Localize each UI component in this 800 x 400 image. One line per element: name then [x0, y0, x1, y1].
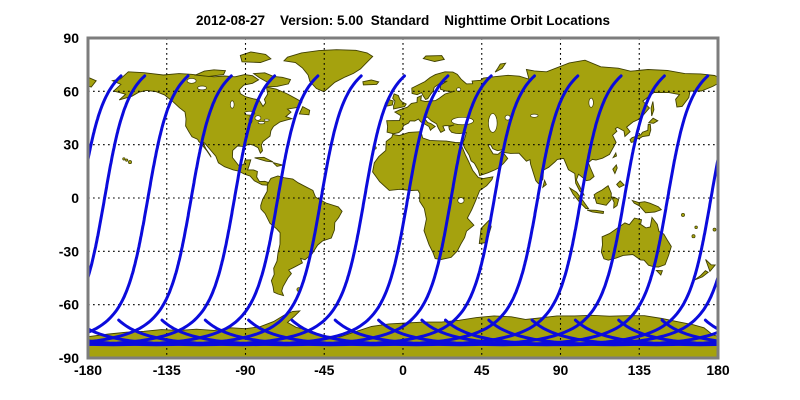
land-polygon [494, 62, 507, 73]
vanuatu-island [694, 225, 698, 229]
x-tick-label: -135 [153, 362, 181, 378]
land-polygon [612, 151, 618, 159]
orbit-track [290, 74, 623, 347]
great-slave-lake-lake [197, 85, 208, 91]
x-tick-label: -45 [314, 362, 334, 378]
x-tick-label: 90 [553, 362, 569, 378]
land-polygon [616, 180, 625, 189]
land-polygon [298, 105, 311, 116]
land-polygon [694, 270, 710, 281]
land-polygon [392, 93, 407, 110]
x-tick-label: 45 [474, 362, 490, 378]
y-tick-label: 60 [63, 83, 79, 99]
x-tick-label: 180 [706, 362, 730, 378]
orbit-track [160, 74, 493, 347]
orbit-track [333, 74, 666, 347]
land-polygon [612, 163, 618, 175]
land-polygon [593, 185, 612, 206]
y-tick-label: -30 [59, 243, 79, 259]
lake-baikal-lake [588, 97, 594, 108]
orbit-track [117, 74, 450, 347]
caspian-sea-lake [488, 113, 498, 133]
hawaii-island [125, 158, 129, 162]
y-tick-label: -60 [59, 297, 79, 313]
land-polygon [260, 175, 343, 297]
lake-balkhash-lake [530, 113, 539, 118]
hawaii-island [122, 157, 126, 161]
land-polygon [239, 51, 272, 63]
lake-erie-lake [257, 121, 266, 125]
land-polygon [647, 117, 659, 124]
lake-huron-lake [254, 115, 262, 121]
lake-winnipeg-lake [229, 100, 235, 109]
orbit-track [444, 271, 718, 347]
hawaii-island [128, 160, 132, 165]
x-tick-label: -90 [235, 362, 255, 378]
lake-victoria-lake [457, 197, 465, 204]
land-polygon [705, 259, 717, 273]
orbit-track [203, 74, 536, 347]
x-tick-label: 0 [399, 362, 407, 378]
land-polygon [362, 79, 380, 86]
new-caledonia-island [691, 234, 696, 239]
solomon-islands-island [681, 212, 685, 217]
land-polygon [272, 162, 283, 167]
land-polygon [650, 101, 655, 117]
orbit-track [88, 74, 147, 283]
orbit-track [88, 74, 406, 347]
land-polygon [193, 69, 227, 77]
land-polygon [88, 76, 97, 88]
y-tick-label: -90 [59, 350, 79, 366]
orbit-track [88, 74, 123, 168]
black-sea-lake [451, 116, 474, 126]
plot-title: 2012-08-27 Version: 5.00 Standard Nightt… [195, 13, 611, 28]
orbit-track [487, 318, 718, 347]
land-polygon [422, 55, 446, 62]
orbit-track [377, 74, 710, 347]
orbit-track [88, 74, 277, 346]
map-layer [88, 38, 718, 358]
land-polygon [111, 71, 303, 186]
y-tick-label: 90 [63, 30, 79, 46]
orbit-track [88, 74, 363, 347]
land-polygon [655, 270, 664, 276]
land-polygon [610, 196, 620, 209]
land-polygon [283, 49, 374, 93]
land-polygon [254, 156, 274, 163]
plot-frame [86, 36, 720, 360]
land-polygon [586, 209, 605, 215]
orbit-track [88, 74, 190, 334]
y-tick-label: 30 [63, 137, 79, 153]
great-bear-lake-lake [186, 78, 197, 84]
y-tick-label: 0 [71, 190, 79, 206]
land-polygon [542, 178, 547, 189]
x-tick-label: 135 [628, 362, 652, 378]
orbit-track [420, 151, 718, 347]
orbit-track [247, 74, 580, 347]
lake-ontario-lake [263, 118, 270, 122]
orbit-track [88, 74, 233, 344]
orbit-track [88, 74, 320, 347]
fiji-island [712, 227, 717, 232]
x-tick-label: -180 [74, 362, 102, 378]
